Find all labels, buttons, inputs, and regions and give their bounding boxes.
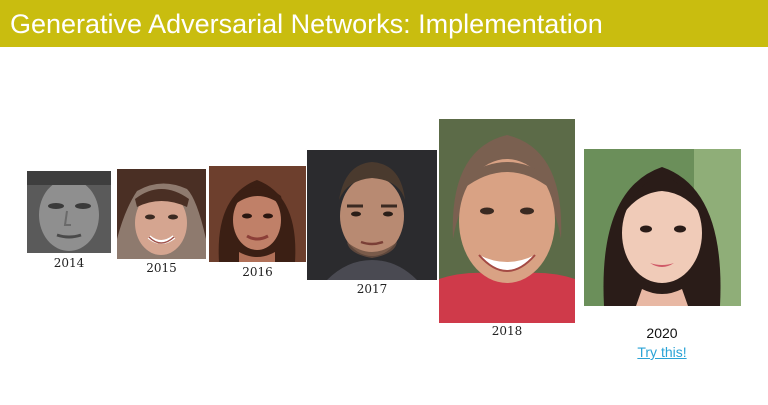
face-image-2018 [439,119,575,323]
year-label-2020: 2020 [646,325,678,341]
year-label-2016: 2016 [242,265,273,279]
year-label-2014: 2014 [53,256,85,270]
title-bar: Generative Adversarial Networks: Impleme… [0,0,768,47]
year-label-2018: 2018 [491,324,523,338]
face-image-2016 [209,166,306,262]
face-image-2017 [307,150,437,280]
try-this-link[interactable]: Try this! [637,344,687,360]
face-image-2014 [27,171,111,253]
slide-title: Generative Adversarial Networks: Impleme… [10,9,603,39]
face-image-2020 [584,149,741,306]
year-label-2015: 2015 [146,261,177,275]
face-image-2015 [117,169,206,259]
year-label-2017: 2017 [356,282,388,296]
